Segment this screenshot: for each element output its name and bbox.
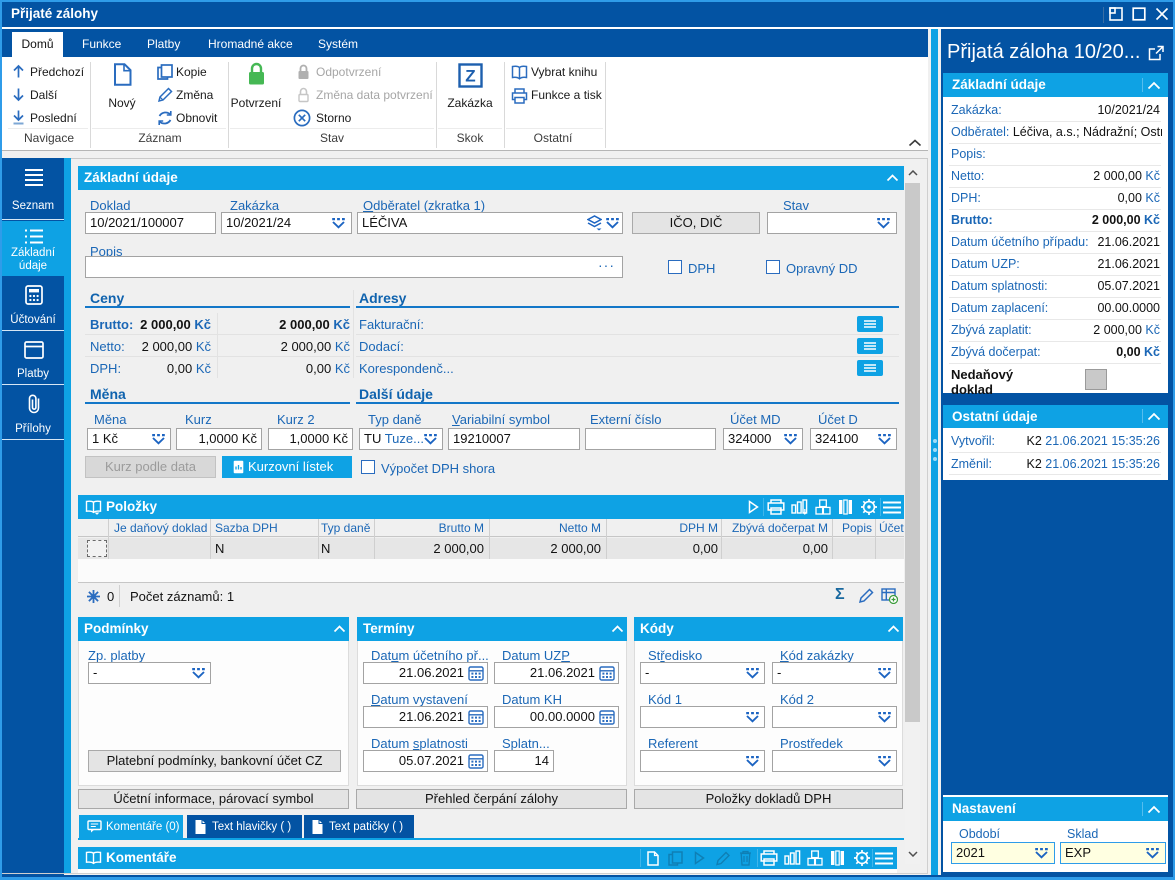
svg-text:Z: Z xyxy=(465,67,475,86)
